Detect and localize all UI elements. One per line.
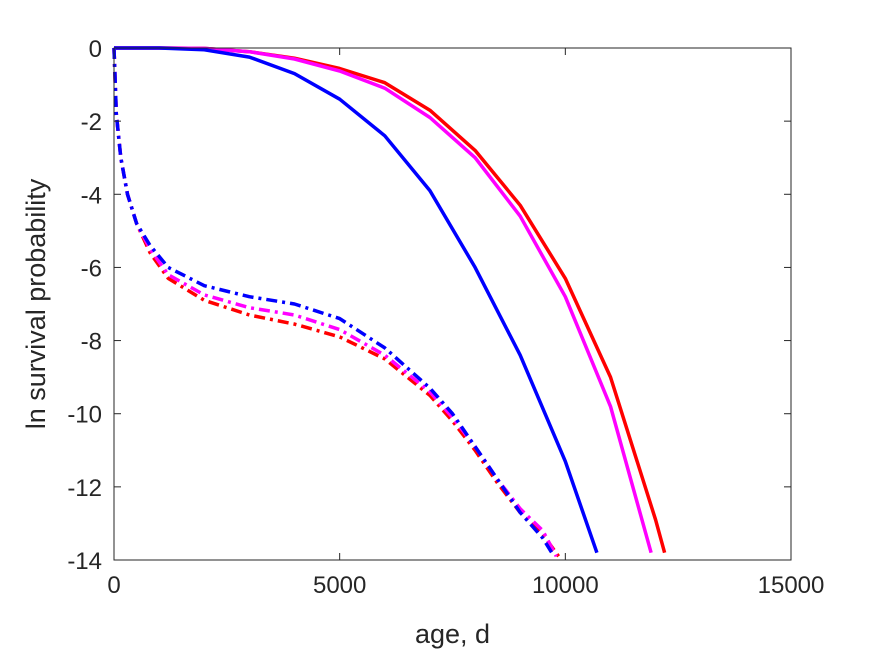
x-tick-label: 0: [107, 572, 120, 599]
x-tick-label: 5000: [313, 572, 366, 599]
y-tick-label: -12: [67, 475, 102, 502]
plot-background: [114, 48, 791, 560]
y-tick-label: -2: [81, 109, 102, 136]
y-axis-title: ln survival probability: [21, 178, 51, 429]
y-tick-label: -8: [81, 329, 102, 356]
x-axis-title: age, d: [415, 619, 490, 649]
plot-frame: [113, 47, 792, 561]
x-tick-label: 15000: [758, 572, 825, 599]
y-tick-label: -6: [81, 255, 102, 282]
series-line-3: [114, 46, 599, 554]
y-tick-label: -14: [67, 548, 102, 575]
series-line-6: [112, 47, 554, 554]
y-tick-label: 0: [89, 36, 102, 63]
tick-layer: 0 5000 10000 15000 0 -2 -4 -6 -8 -10 -12 -14: [67, 36, 824, 599]
y-tick-label: -4: [81, 182, 102, 209]
y-tick-label: -10: [67, 402, 102, 429]
x-tick-label: 10000: [532, 572, 599, 599]
